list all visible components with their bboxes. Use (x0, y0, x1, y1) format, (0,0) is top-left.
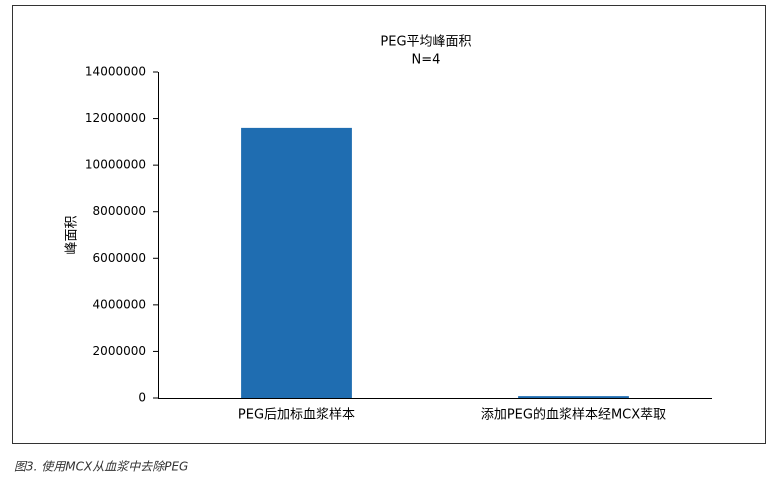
y-tick-label: 8000000 (93, 204, 146, 218)
x-tick-label: 添加PEG的血浆样本经MCX萃取 (481, 407, 666, 423)
y-tick-label: 4000000 (93, 297, 146, 311)
caption: 图3. 使用MCX从血浆中去除PEG (14, 460, 188, 474)
chart-frame (12, 5, 766, 444)
y-tick-label: 2000000 (93, 344, 146, 358)
bar (518, 396, 629, 398)
chart-subtitle: N=4 (412, 53, 441, 68)
y-tick-label: 12000000 (85, 111, 146, 125)
y-axis-label: 峰面积 (65, 215, 80, 254)
y-tick-label: 0 (138, 391, 146, 405)
y-tick-label: 14000000 (85, 65, 146, 79)
x-tick-label: PEG后加标血浆样本 (238, 408, 355, 423)
y-tick-label: 6000000 (93, 251, 146, 265)
y-tick-label: 10000000 (85, 158, 146, 172)
bar (241, 127, 352, 398)
chart-title: PEG平均峰面积 (380, 35, 471, 50)
